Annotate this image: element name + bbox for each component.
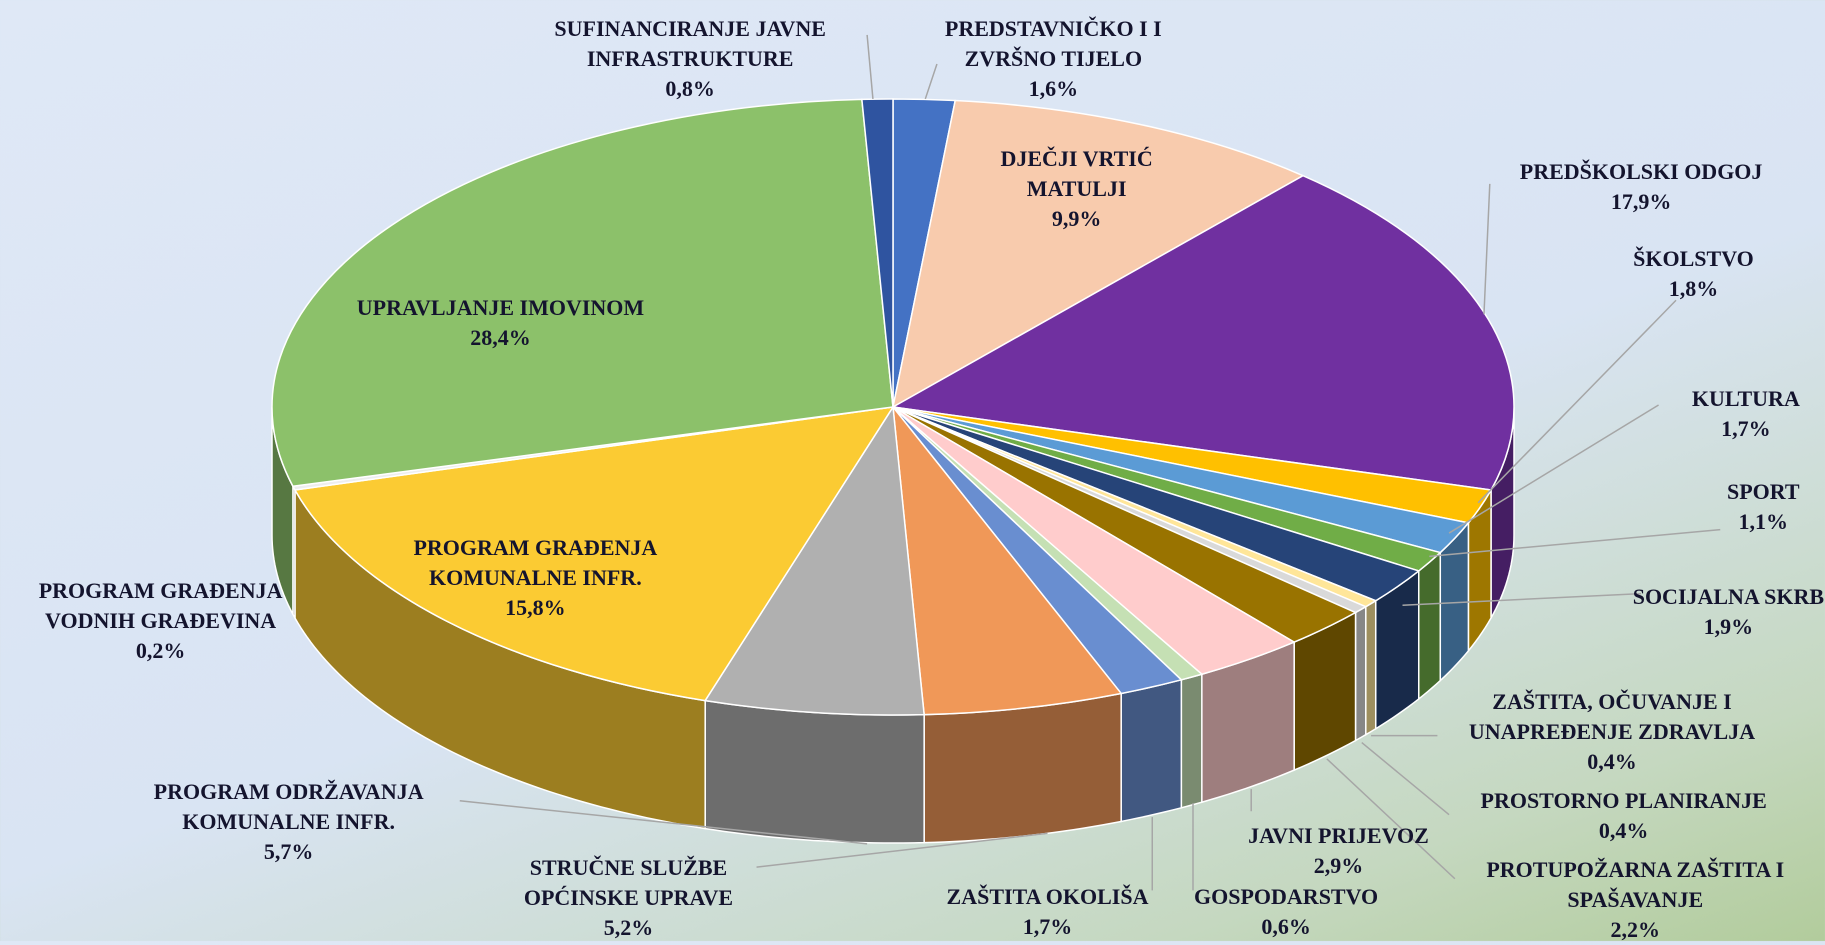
value-label: 1,7% <box>1022 914 1073 940</box>
data-label: SOCIJALNA SKRB 1,9% <box>1612 582 1825 642</box>
value-label: 1,7% <box>1721 416 1771 442</box>
leader-line <box>1448 404 1659 534</box>
value-label: 17,9% <box>1610 189 1672 215</box>
category-label: SUFINANCIRANJE JAVNE INFRASTRUKTURE <box>554 15 826 71</box>
category-label: GOSPODARSTVO <box>1194 884 1379 910</box>
slice <box>890 174 1515 491</box>
value-label: 15,8% <box>505 595 566 621</box>
category-label: SPORT <box>1727 479 1800 505</box>
value-label: 5,7% <box>263 839 314 865</box>
slice-side <box>1365 599 1377 737</box>
slice-side <box>1120 678 1183 823</box>
category-label: JAVNI PRIJEVOZ <box>1248 822 1429 848</box>
category-label: PROGRAM GRAĐENJA VODNIH GRAĐEVINA <box>38 578 283 634</box>
leader-line <box>1429 528 1721 558</box>
category-label: KULTURA <box>1691 386 1800 412</box>
data-label: SPORT 1,1% <box>1682 477 1825 537</box>
category-label: PROGRAM GRAĐENJA KOMUNALNE INFR. <box>413 535 658 591</box>
category-label: SOCIJALNA SKRB <box>1632 583 1825 609</box>
value-label: 9,9% <box>1051 206 1102 232</box>
slice <box>293 406 895 702</box>
value-label: 1,9% <box>1703 613 1754 639</box>
value-label: 2,2% <box>1610 917 1661 943</box>
data-label: PREDŠKOLSKI ODGOJ 17,9% <box>1455 157 1825 217</box>
category-label: ZAŠTITA OKOLIŠA <box>946 884 1149 910</box>
slice-side <box>1354 605 1367 742</box>
data-label: ŠKOLSTVO 1,8% <box>1577 244 1810 304</box>
data-label: PROGRAM GRAĐENJA KOMUNALNE INFR. 15,8% <box>361 533 710 623</box>
value-label: 5,2% <box>603 915 654 941</box>
data-label: UPRAVLJANJE IMOVINOM 28,4% <box>303 293 699 353</box>
data-label: PROSTORNO PLANIRANJE 0,4% <box>1432 786 1816 846</box>
data-label: STRUČNE SLUŽBE OPĆINSKE UPRAVE 5,2% <box>477 853 780 943</box>
category-label: PROTUPOŽARNA ZAŠTITA I SPAŠAVANJE <box>1486 857 1785 913</box>
value-label: 2,9% <box>1313 852 1364 878</box>
category-label: STRUČNE SLUŽBE OPĆINSKE UPRAVE <box>523 855 734 911</box>
category-label: PROSTORNO PLANIRANJE <box>1480 787 1767 813</box>
category-label: DJEČJI VRTIĆ MATULJI <box>1000 146 1153 202</box>
data-label: PROGRAM ODRŽAVANJA KOMUNALNE INFR. 5,7% <box>108 777 469 867</box>
value-label: 0,6% <box>1261 914 1311 940</box>
leader-line <box>924 63 938 100</box>
data-label: GOSPODARSTVO 0,6% <box>1170 882 1403 942</box>
value-label: 0,2% <box>135 638 186 664</box>
category-label: ZAŠTITA, OČUVANJE I UNAPREĐENJE ZDRAVLJA <box>1468 688 1756 744</box>
data-label: PREDSTAVNIČKO I IZVRŠNO TIJELO 1,6% <box>943 14 1164 104</box>
data-label: PROGRAM GRAĐENJA VODNIH GRAĐEVINA 0,2% <box>3 576 317 666</box>
leader-line <box>1477 299 1677 504</box>
data-label: PROTUPOŽARNA ZAŠTITA I SPAŠAVANJE 2,2% <box>1449 855 1821 945</box>
data-label: SUFINANCIRANJE JAVNE INFRASTRUKTURE 0,8% <box>510 14 871 104</box>
value-label: 28,4% <box>470 325 531 351</box>
category-label: PROGRAM ODRŽAVANJA KOMUNALNE INFR. <box>153 779 424 835</box>
leader-line <box>1326 758 1456 880</box>
slice <box>703 404 925 716</box>
category-label: PREDSTAVNIČKO I IZVRŠNO TIJELO <box>944 15 1162 71</box>
leader-line <box>866 34 874 99</box>
value-label: 1,8% <box>1668 276 1719 302</box>
slice-side <box>704 699 925 844</box>
data-label: ZAŠTITA, OČUVANJE I UNAPREĐENJE ZDRAVLJA… <box>1420 687 1804 777</box>
leader-line <box>1483 183 1491 315</box>
value-label: 1,6% <box>1028 75 1079 101</box>
value-label: 0,4% <box>1587 748 1637 774</box>
data-label: JAVNI PRIJEVOZ 2,9% <box>1210 821 1466 881</box>
leader-line <box>459 800 868 845</box>
category-label: ŠKOLSTVO <box>1633 246 1754 272</box>
slice <box>891 99 1305 409</box>
value-label: 0,8% <box>665 75 715 101</box>
leader-line <box>756 832 1048 868</box>
data-label: DJEČJI VRTIĆ MATULJI 9,9% <box>949 144 1205 234</box>
value-label: 0,4% <box>1598 817 1649 843</box>
slice-side <box>923 692 1122 844</box>
slice <box>271 98 894 488</box>
slice <box>861 98 894 408</box>
data-label: KULTURA 1,7% <box>1653 384 1825 444</box>
leader-line <box>1402 592 1642 606</box>
slice <box>891 404 1123 716</box>
slice-side <box>1180 673 1203 809</box>
data-label: ZAŠTITA OKOLIŠA 1,7% <box>914 882 1182 942</box>
value-label: 1,1% <box>1738 509 1789 535</box>
category-label: PREDŠKOLSKI ODGOJ <box>1519 159 1763 185</box>
category-label: UPRAVLJANJE IMOVINOM <box>356 295 645 321</box>
leader-line <box>1361 741 1450 816</box>
slice-side <box>1417 550 1442 701</box>
